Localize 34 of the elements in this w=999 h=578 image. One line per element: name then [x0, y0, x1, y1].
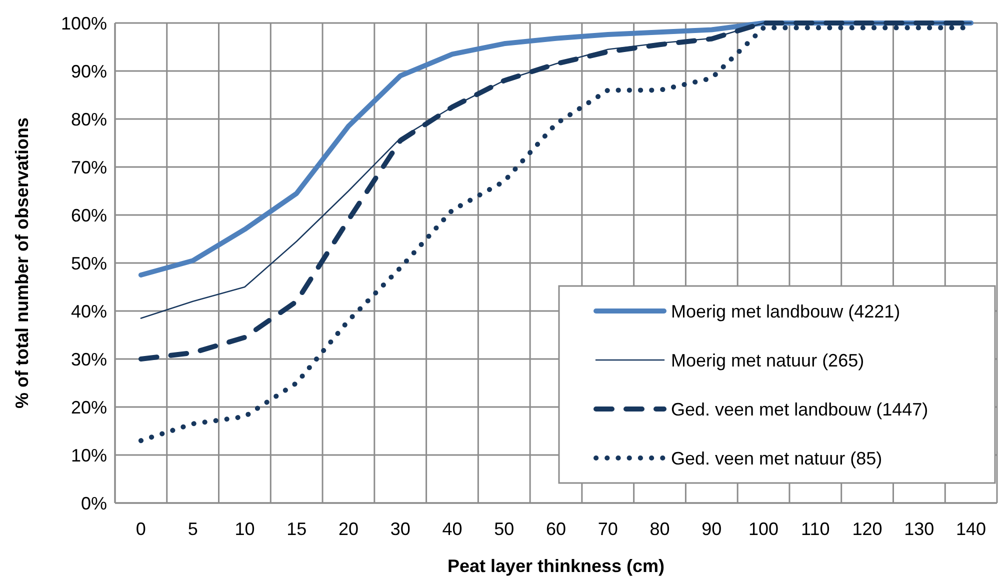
y-axis-title: % of total number of observations: [12, 117, 32, 409]
legend-label: Moerig met landbouw (4221): [671, 301, 900, 322]
x-tick-label: 60: [546, 519, 566, 539]
legend-label: Ged. veen met natuur (85): [671, 448, 882, 468]
x-tick-label: 120: [852, 519, 882, 539]
y-tick-label: 50%: [70, 253, 107, 274]
x-tick-label: 130: [904, 519, 934, 539]
x-tick-label: 40: [442, 519, 462, 539]
x-axis-title: Peat layer thinkness (cm): [447, 556, 665, 576]
x-tick-label: 50: [494, 519, 514, 539]
x-tick-label: 100: [748, 519, 779, 539]
x-tick-label: 5: [188, 519, 198, 539]
x-tick-label: 90: [702, 519, 722, 539]
x-tick-label: 0: [136, 519, 146, 539]
y-tick-label: 80%: [70, 109, 107, 130]
y-tick-label: 90%: [70, 61, 107, 82]
x-tick-label: 20: [338, 519, 358, 539]
x-tick-label: 10: [234, 519, 255, 539]
y-tick-label: 0%: [80, 493, 107, 514]
y-tick-label: 30%: [70, 349, 107, 370]
y-tick-label: 10%: [70, 445, 107, 466]
legend-label: Ged. veen met landbouw (1447): [671, 399, 928, 420]
y-tick-label: 70%: [70, 157, 107, 178]
x-tick-label: 15: [286, 519, 307, 539]
x-tick-label: 140: [956, 519, 986, 539]
y-tick-label: 40%: [70, 301, 107, 322]
x-tick-label: 70: [598, 519, 618, 539]
legend-label: Moerig met natuur (265): [671, 350, 864, 370]
y-tick-label: 60%: [70, 205, 107, 226]
y-tick-label: 20%: [70, 397, 107, 418]
x-tick-label: 110: [801, 519, 830, 539]
x-tick-label: 30: [390, 519, 410, 539]
x-tick-label: 80: [650, 519, 670, 539]
y-tick-label: 100%: [60, 13, 107, 34]
